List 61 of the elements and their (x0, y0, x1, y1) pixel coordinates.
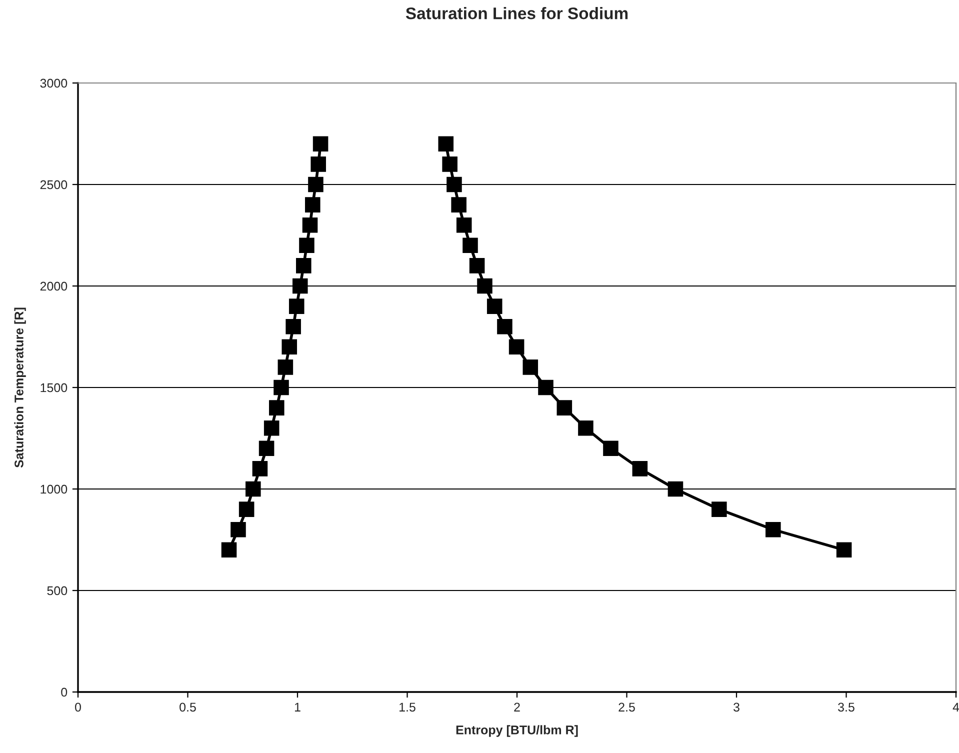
point (668, 481, 684, 497)
y-tick-label: 2000 (40, 282, 68, 291)
y-axis-title: Saturation Temperature [R] (14, 308, 26, 468)
point (258, 440, 274, 456)
point (274, 380, 289, 396)
point (292, 278, 308, 294)
point (632, 461, 648, 476)
point (486, 298, 502, 314)
point (538, 380, 554, 396)
x-tick-label: 0.5 (180, 702, 196, 712)
chart-title: Saturation Lines for Sodium (406, 7, 628, 20)
point (438, 136, 454, 152)
point (302, 217, 318, 233)
point (522, 360, 538, 375)
point (836, 542, 852, 558)
point (238, 502, 254, 517)
point (221, 542, 237, 558)
point (296, 258, 312, 274)
point (712, 502, 727, 517)
point (282, 339, 298, 355)
point (556, 400, 572, 416)
y-tick-label: 1000 (40, 484, 68, 494)
point (456, 217, 472, 233)
point (308, 176, 324, 192)
point (310, 156, 326, 172)
point (508, 339, 524, 355)
point (305, 197, 320, 212)
x-tick-label: 1.5 (400, 702, 416, 712)
x-tick-label: 3 (734, 702, 740, 712)
x-axis-title: Entropy [BTU/lbm R] (456, 725, 578, 737)
point (252, 461, 268, 476)
point (442, 156, 458, 172)
point (278, 360, 294, 375)
x-tick-label: 2.5 (618, 702, 635, 712)
point (288, 298, 304, 314)
point (766, 522, 781, 538)
y-tick-label: 2500 (40, 180, 68, 190)
point (230, 522, 246, 538)
point (469, 258, 485, 274)
point (477, 278, 492, 294)
y-tick-label: 0 (61, 688, 68, 697)
x-tick-label: 2 (514, 702, 520, 712)
point (578, 420, 594, 436)
point (286, 318, 301, 334)
point (451, 197, 466, 212)
point (269, 400, 284, 416)
x-tick-label: 0 (75, 702, 81, 712)
point (462, 238, 478, 254)
point (446, 176, 462, 192)
point (497, 318, 512, 334)
point (603, 440, 618, 456)
y-tick-label: 3000 (40, 78, 68, 88)
point (246, 481, 261, 497)
y-tick-label: 500 (47, 586, 68, 596)
point (312, 136, 328, 152)
point (264, 420, 280, 436)
point (299, 238, 314, 254)
y-tick-label: 1500 (40, 383, 68, 392)
x-tick-label: 1 (294, 702, 300, 712)
x-tick-label: 3.5 (838, 702, 854, 712)
x-tick-label: 4 (952, 702, 959, 712)
